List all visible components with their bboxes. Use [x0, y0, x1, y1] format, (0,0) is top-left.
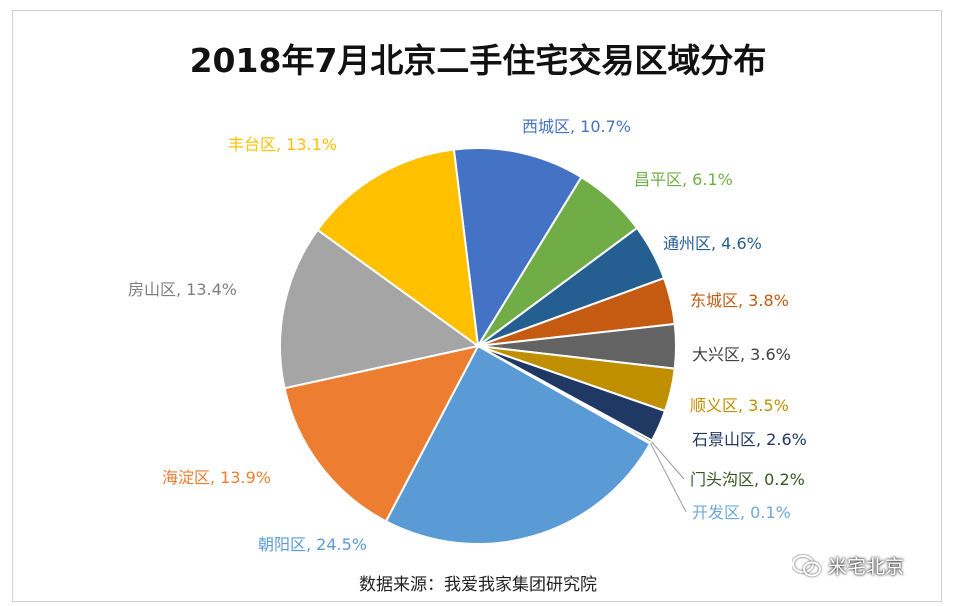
slice-label: 朝阳区, 24.5%	[258, 535, 367, 554]
wechat-icon	[792, 554, 821, 576]
source-note: 数据来源：我爱我家集团研究院	[359, 575, 597, 595]
leaders-layer	[650, 441, 687, 513]
slices-layer	[279, 147, 678, 545]
slice-label: 石景山区, 2.6%	[692, 430, 807, 449]
slice-label: 丰台区, 13.1%	[228, 135, 337, 154]
leader-line	[650, 442, 687, 513]
chart-frame	[12, 10, 942, 602]
slice-label: 东城区, 3.8%	[690, 291, 789, 310]
slice-label: 顺义区, 3.5%	[690, 396, 789, 415]
watermark-text: 米宅北京	[828, 556, 905, 578]
pie-slice	[452, 147, 583, 349]
pie-slice	[316, 148, 480, 349]
pie-slice	[283, 344, 480, 523]
slice-label: 昌平区, 6.1%	[634, 170, 733, 189]
pie-slice	[279, 228, 481, 390]
slice-label: 开发区, 0.1%	[692, 503, 791, 522]
slice-label: 通州区, 4.6%	[663, 234, 762, 253]
pie-slice	[384, 344, 652, 545]
watermark: 米宅北京	[792, 552, 904, 579]
slice-label: 门头沟区, 0.2%	[690, 470, 805, 489]
slice-label: 房山区, 13.4%	[128, 280, 237, 299]
chart-title: 2018年7月北京二手住宅交易区域分布	[189, 41, 767, 80]
slice-label: 海淀区, 13.9%	[162, 468, 271, 487]
leader-line	[651, 441, 685, 480]
slice-label: 西城区, 10.7%	[522, 117, 631, 136]
slice-label: 大兴区, 3.6%	[692, 345, 791, 364]
labels-layer: 西城区, 10.7% 昌平区, 6.1% 通州区, 4.6% 东城区, 3.8% 大兴区…	[128, 117, 807, 554]
